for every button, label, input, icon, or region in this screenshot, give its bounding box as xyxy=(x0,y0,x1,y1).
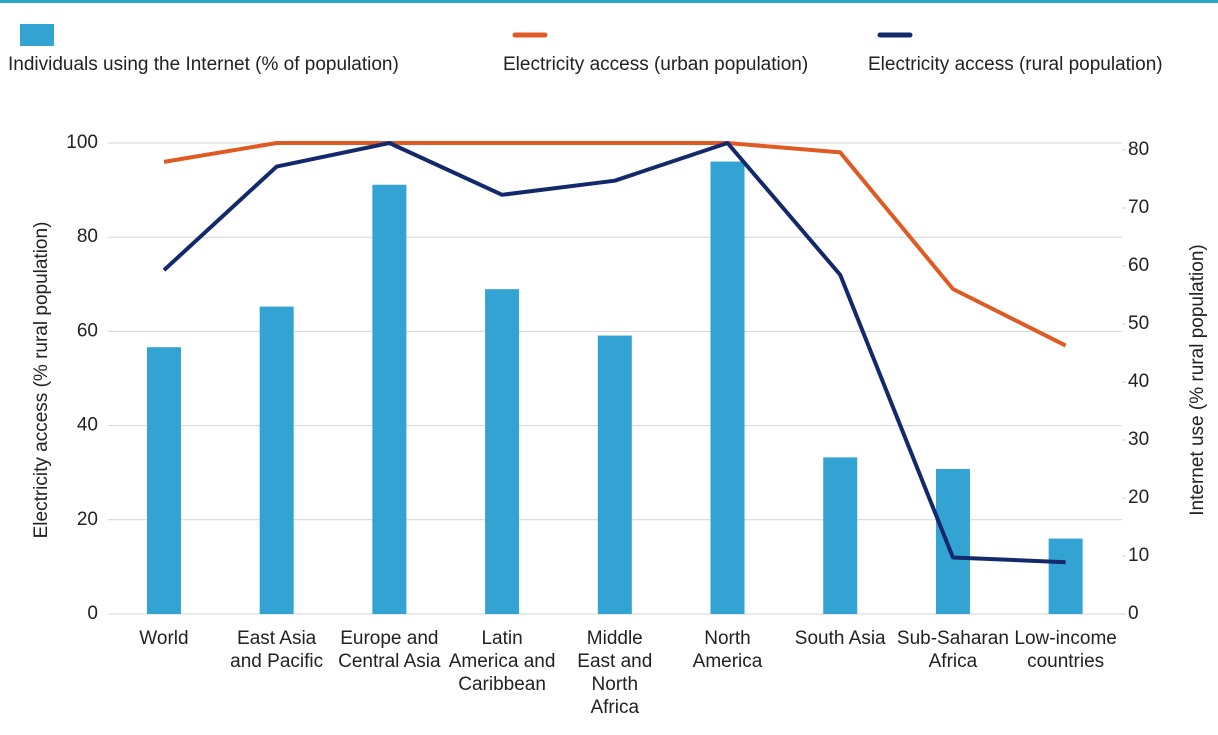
legend-swatch xyxy=(20,24,54,46)
y-tick-label: 100 xyxy=(66,132,98,153)
bar xyxy=(259,306,294,614)
line xyxy=(163,141,1067,348)
y2-tick-label: 40 xyxy=(1128,371,1149,392)
x-tick-label: Low-income countries xyxy=(1014,628,1117,672)
x-tick-label: North America xyxy=(692,628,763,672)
y-tick-label: 20 xyxy=(77,509,98,530)
y2-tick-label: 80 xyxy=(1128,139,1149,160)
bar xyxy=(935,468,970,614)
y-tick-label: 60 xyxy=(77,320,98,341)
bar xyxy=(485,289,520,614)
top-rule xyxy=(0,0,1218,3)
bar xyxy=(597,335,632,614)
bar xyxy=(710,161,745,614)
x-tick-label: World xyxy=(139,628,189,649)
line xyxy=(162,141,1066,565)
legend-label: Electricity access (urban population) xyxy=(503,54,809,75)
y2-tick-label: 0 xyxy=(1128,603,1139,624)
y-axis-label: Electricity access (% rural population) xyxy=(31,222,52,539)
x-tick-label: Latin America and Caribbean xyxy=(448,628,556,695)
x-tick-label: Europe and Central Asia xyxy=(338,628,441,672)
y-tick-label: 40 xyxy=(77,415,98,436)
y2-axis-label: Internet use (% rural population) xyxy=(1187,244,1208,515)
y2-tick-label: 20 xyxy=(1128,487,1149,508)
bar xyxy=(146,347,181,614)
y-tick-label: 80 xyxy=(77,226,98,247)
x-tick-label: Middle East and North Africa xyxy=(577,628,653,718)
y2-tick-label: 70 xyxy=(1128,197,1149,218)
y-tick-label: 0 xyxy=(87,603,98,624)
y2-tick-label: 30 xyxy=(1128,429,1149,450)
y2-tick-label: 50 xyxy=(1128,313,1149,334)
legend-label: Electricity access (rural population) xyxy=(868,54,1163,75)
bar xyxy=(1048,538,1083,614)
x-tick-label: Sub-Saharan Africa xyxy=(896,628,1009,672)
x-tick-label: South Asia xyxy=(794,628,886,649)
legend-label: Individuals using the Internet (% of pop… xyxy=(8,54,399,75)
y2-tick-label: 10 xyxy=(1128,545,1149,566)
x-tick-label: East Asia and Pacific xyxy=(230,628,324,672)
y2-tick-label: 60 xyxy=(1128,255,1149,276)
bar xyxy=(823,457,858,614)
bar xyxy=(372,184,407,614)
